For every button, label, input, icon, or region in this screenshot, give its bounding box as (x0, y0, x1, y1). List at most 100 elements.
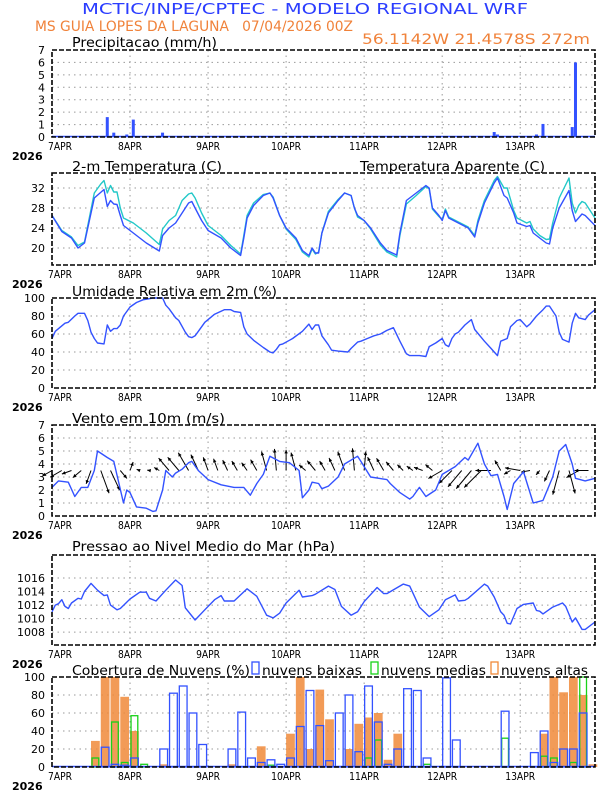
wind-arrow-head (566, 474, 571, 478)
high-cloud-bar (383, 759, 393, 767)
wind-arrow (177, 452, 189, 471)
x-tick-label: 12APR (427, 648, 457, 661)
legend-low-label: nuvens baixas (262, 664, 362, 679)
low-cloud-bar (451, 739, 461, 768)
wind-arrow-head (367, 457, 371, 462)
y-tick-label: 100 (24, 292, 45, 305)
wind-arrow (250, 459, 258, 471)
y-tick-label: 100 (24, 671, 45, 684)
y-tick-label: 6 (38, 56, 45, 69)
wind-arrow (202, 457, 209, 471)
wind-arrow-shaft (568, 470, 576, 494)
wind-title: Vento em 10m (m/s) (72, 412, 225, 427)
high-cloud-bar (549, 677, 559, 767)
x-tick-label: 8APR (118, 268, 142, 281)
wind-arrow-head (397, 464, 402, 469)
clouds-plot-frame (51, 676, 596, 768)
wind-arrow (543, 470, 550, 482)
low-cloud-bar (178, 685, 188, 768)
wind-arrow-head (50, 473, 55, 478)
header-title: MCTIC/INPE/CPTEC - MODELO REGIONAL WRF (82, 0, 528, 18)
wind-arrow (367, 456, 375, 471)
x-tick-label: 11APR (349, 140, 379, 153)
wind-arrow-head (425, 464, 430, 469)
y-tick-label: 1014 (17, 586, 45, 599)
wind-arrow-head (439, 479, 443, 484)
wind-arrow-head (106, 489, 110, 494)
wind-arrow (147, 468, 152, 473)
wind-arrow-head (130, 462, 134, 467)
x-tick-label: 13APR (505, 140, 535, 153)
y-tick-label: 3 (38, 471, 45, 484)
wind-arrow-head (222, 460, 226, 465)
precip-title: Precipitacao (mm/h) (72, 36, 217, 51)
x-tick-label: 13APR (505, 770, 535, 783)
rh-title: Umidade Relativa em 2m (%) (72, 285, 277, 300)
high-cloud-bar (344, 749, 354, 767)
temp-plot-frame (51, 172, 596, 266)
rh-line (51, 297, 596, 358)
x-tick-label: 12APR (427, 770, 457, 783)
x-tick-label: 10APR (271, 519, 301, 532)
x-year-label: 2026 (12, 780, 43, 792)
y-tick-label: 1008 (17, 626, 45, 639)
wind-arrow-head (376, 458, 380, 463)
wind-arrow (42, 470, 53, 477)
y-tick-label: 0 (38, 761, 45, 774)
wind-arrow (406, 465, 414, 471)
wind-line (51, 442, 596, 513)
wind-arrow-head (273, 448, 277, 453)
wind-arrow (306, 460, 316, 471)
x-tick-label: 11APR (349, 648, 379, 661)
wind-arrow (298, 464, 306, 471)
y-tick-label: 2 (38, 484, 45, 497)
wind-arrow (376, 457, 385, 471)
wind-arrow-head (447, 482, 452, 487)
x-tick-label: 13APR (505, 391, 535, 404)
high-cloud-bar (354, 723, 364, 767)
x-tick-label: 10APR (271, 140, 301, 153)
wind-arrow (110, 470, 121, 491)
high-cloud-bar (295, 677, 305, 767)
high-cloud-bar (325, 719, 334, 767)
high-cloud-bar (159, 764, 169, 767)
wind-arrow-head (494, 460, 499, 465)
x-tick-label: 7APR (48, 770, 72, 783)
x-tick-label: 9APR (196, 391, 220, 404)
wind-arrow (463, 470, 482, 488)
y-tick-label: 80 (31, 689, 45, 702)
y-tick-label: 40 (31, 725, 45, 738)
wind-arrow (447, 470, 463, 488)
wind-arrow-head (319, 460, 323, 465)
y-tick-label: 7 (38, 419, 45, 432)
header-location: 56.1142W 21.4578S 272m (362, 32, 590, 48)
y-tick-label: 0 (38, 131, 45, 144)
low-cloud-bar (403, 688, 413, 768)
wind-arrow-head (464, 483, 469, 488)
temp-panel: 20 24 28 32 7APR 8APR 9APR 10APR 11APR 12APR 13APR… (12, 172, 596, 291)
x-tick-label: 8APR (118, 140, 142, 153)
x-tick-label: 9APR (196, 268, 220, 281)
wind-arrow (319, 460, 326, 471)
wind-arrow (328, 457, 336, 471)
low-cloud-bar (188, 712, 198, 768)
y-tick-label: 0 (38, 510, 45, 523)
wind-arrow-head (158, 458, 163, 462)
high-cloud-bar (100, 677, 110, 767)
wind-arrow-head (307, 460, 311, 465)
wind-arrow (241, 462, 248, 471)
high-cloud-bar (364, 717, 373, 767)
x-tick-label: 12APR (427, 519, 457, 532)
x-tick-label: 8APR (118, 770, 142, 783)
wind-arrow (119, 470, 128, 479)
pressure-plot-frame (51, 554, 596, 646)
wind-arrow-head (147, 468, 152, 473)
wind-arrow-head (123, 474, 127, 479)
wind-arrow (504, 466, 521, 471)
wind-arrow (503, 470, 511, 475)
wind-arrow-head (337, 451, 341, 456)
precip-bar (492, 132, 496, 137)
high-cloud-bar (91, 740, 100, 767)
